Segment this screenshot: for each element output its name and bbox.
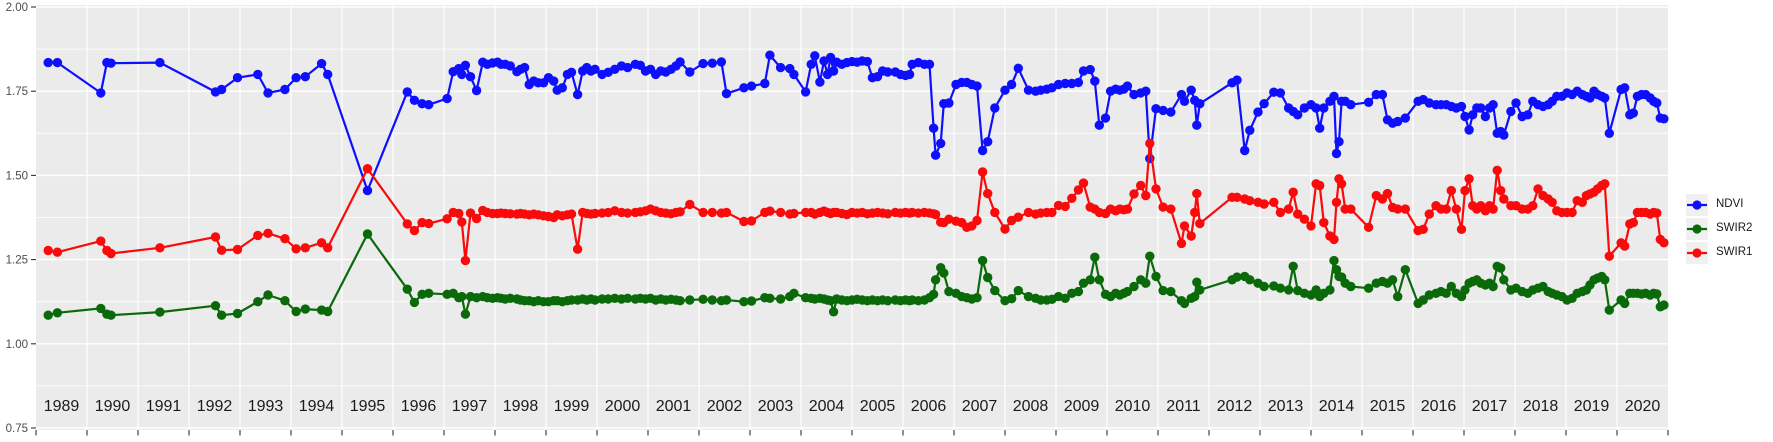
x-axis-label: 2008	[1013, 398, 1049, 415]
x-axis-label: 2000	[605, 398, 641, 415]
legend-item-ndvi: NDVI	[1686, 194, 1752, 216]
series-ndvi	[43, 50, 1669, 196]
legend-label: SWIR2	[1716, 222, 1753, 235]
x-axis-label: 1992	[197, 398, 233, 415]
legend: NDVI SWIR2 SWIR1	[1686, 194, 1752, 264]
x-axis-label: 2012	[1217, 398, 1253, 415]
x-axis-label: 1993	[248, 398, 284, 415]
x-axis-label: 1989	[44, 398, 80, 415]
y-axis-label: 1.25	[6, 255, 28, 267]
ndvi-line-marker-icon	[1686, 194, 1708, 216]
x-axis-label: 1998	[503, 398, 539, 415]
x-axis-label: 2007	[962, 398, 998, 415]
x-axis-label: 2006	[911, 398, 947, 415]
swir2-line-marker-icon	[1686, 218, 1708, 240]
axis-ticks	[31, 6, 1669, 436]
x-axis-label: 2020	[1625, 398, 1661, 415]
y-axis-label: 0.75	[6, 423, 28, 435]
x-axis-label: 1999	[554, 398, 590, 415]
x-axis-label: 2009	[1064, 398, 1100, 415]
y-axis-label: 1.50	[6, 170, 28, 182]
x-axis-label: 1994	[299, 398, 335, 415]
swir1-line-marker-icon	[1686, 242, 1708, 264]
x-axis-label: 2004	[809, 398, 845, 415]
x-axis-label: 2005	[860, 398, 896, 415]
x-axis-label: 2017	[1472, 398, 1508, 415]
x-axis-label: 2014	[1319, 398, 1355, 415]
x-axis-labels: 1989 1990 1991 1992 1993 1994 1995 1996 1997 1998…	[44, 398, 1661, 415]
x-axis-label: 2015	[1370, 398, 1406, 415]
x-axis-label: 1996	[401, 398, 437, 415]
x-axis-label: 2018	[1523, 398, 1559, 415]
legend-label: NDVI	[1716, 198, 1744, 211]
x-axis-label: 1997	[452, 398, 488, 415]
x-axis-label: 2016	[1421, 398, 1457, 415]
x-axis-label: 2001	[656, 398, 692, 415]
x-axis-label: 1990	[95, 398, 131, 415]
x-axis-label: 1995	[350, 398, 386, 415]
legend-label: SWIR1	[1716, 246, 1753, 259]
x-axis-label: 2019	[1574, 398, 1610, 415]
y-axis-label: 1.00	[6, 339, 28, 351]
series-swir2	[43, 229, 1669, 320]
x-axis-label: 1991	[146, 398, 182, 415]
series-swir1	[43, 138, 1669, 266]
y-axis-label: 1.75	[6, 86, 28, 98]
x-axis-label: 2010	[1115, 398, 1151, 415]
x-axis-label: 2013	[1268, 398, 1304, 415]
x-axis-label: 2002	[707, 398, 743, 415]
x-axis-label: 2003	[758, 398, 794, 415]
x-axis-label: 2011	[1166, 398, 1201, 415]
legend-item-swir1: SWIR1	[1686, 242, 1752, 264]
y-axis-label: 2.00	[6, 2, 28, 14]
y-axis-labels: 2.00 1.75 1.50 1.25 1.00 0.75	[6, 2, 28, 435]
legend-item-swir2: SWIR2	[1686, 218, 1752, 240]
